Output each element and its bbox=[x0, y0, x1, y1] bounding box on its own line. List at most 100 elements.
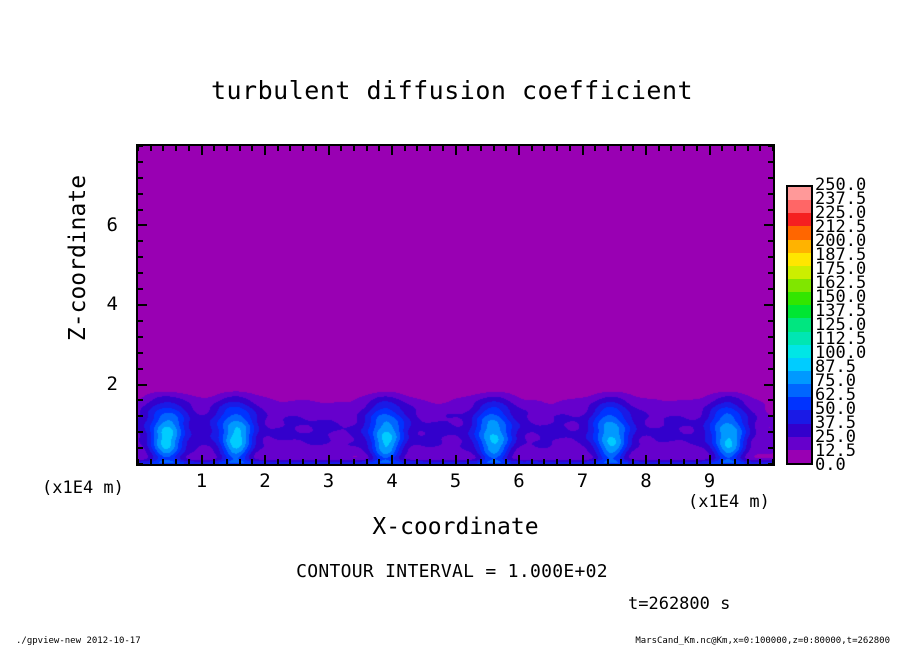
colorbar-tick-label: 162.5 bbox=[815, 273, 867, 293]
x-tick bbox=[670, 459, 672, 464]
y-tick-right bbox=[768, 336, 773, 338]
x-tick bbox=[543, 459, 545, 464]
y-tick-right bbox=[764, 384, 773, 386]
x-tick-top bbox=[277, 146, 279, 151]
x-tick-top bbox=[226, 146, 228, 151]
x-tick-label: 2 bbox=[259, 470, 271, 492]
y-tick-right bbox=[768, 399, 773, 401]
x-tick bbox=[518, 455, 520, 464]
y-tick bbox=[138, 368, 143, 370]
x-tick bbox=[188, 459, 190, 464]
colorbar-band bbox=[788, 397, 811, 411]
x-tick bbox=[315, 459, 317, 464]
x-tick bbox=[505, 459, 507, 464]
x-tick-top bbox=[467, 146, 469, 151]
x-tick-label: 7 bbox=[576, 470, 589, 492]
x-tick-top bbox=[493, 146, 495, 151]
x-tick bbox=[302, 459, 304, 464]
colorbar-band bbox=[788, 292, 811, 306]
x-tick-top bbox=[391, 146, 393, 155]
x-tick bbox=[175, 459, 177, 464]
y-tick-right bbox=[768, 161, 773, 163]
y-tick bbox=[138, 161, 143, 163]
y-tick-label: 6 bbox=[106, 213, 118, 236]
y-tick bbox=[138, 209, 143, 211]
x-tick-label: 9 bbox=[703, 470, 716, 492]
x-tick bbox=[582, 455, 584, 464]
x-tick bbox=[683, 459, 685, 464]
contour-interval-caption: CONTOUR INTERVAL = 1.000E+02 bbox=[296, 561, 608, 582]
x-tick-top bbox=[734, 146, 736, 151]
x-tick bbox=[620, 459, 622, 464]
x-tick-top bbox=[518, 146, 520, 155]
colorbar-tick-label: 187.5 bbox=[815, 245, 867, 265]
x-tick-top bbox=[378, 146, 380, 151]
colorbar-tick-labels: 250.0 237.5 225.0 212.5 200.0 187.5 175.0 162.5… bbox=[815, 175, 895, 474]
y-axis-unit-label: (x1E4 m) bbox=[42, 478, 124, 498]
x-tick-top bbox=[150, 146, 152, 151]
x-tick bbox=[759, 459, 761, 464]
scalar-field-heatmap bbox=[138, 146, 773, 464]
y-tick-right bbox=[768, 447, 773, 449]
colorbar-band bbox=[788, 279, 811, 293]
x-tick bbox=[378, 459, 380, 464]
x-tick-top bbox=[353, 146, 355, 151]
x-tick-top bbox=[162, 146, 164, 151]
y-tick bbox=[138, 288, 143, 290]
y-tick-right bbox=[768, 352, 773, 354]
colorbar-band bbox=[788, 331, 811, 345]
plot-area bbox=[136, 144, 775, 466]
x-tick-top bbox=[264, 146, 266, 155]
x-tick bbox=[137, 459, 139, 464]
colorbar bbox=[786, 185, 813, 465]
y-tick bbox=[138, 415, 143, 417]
x-tick-top bbox=[594, 146, 596, 151]
x-tick bbox=[772, 459, 774, 464]
colorbar-band bbox=[788, 239, 811, 253]
colorbar-tick-label: 37.5 bbox=[815, 413, 856, 433]
y-tick bbox=[138, 256, 143, 258]
y-tick bbox=[138, 431, 143, 433]
x-tick-top bbox=[302, 146, 304, 151]
colorbar-band bbox=[788, 226, 811, 240]
colorbar-tick-label: 250.0 bbox=[815, 175, 867, 195]
x-tick-top bbox=[721, 146, 723, 151]
x-tick-top bbox=[632, 146, 634, 151]
colorbar-band bbox=[788, 384, 811, 398]
x-tick bbox=[391, 455, 393, 464]
x-tick-top bbox=[505, 146, 507, 151]
x-tick-top bbox=[569, 146, 571, 151]
y-tick bbox=[138, 177, 143, 179]
colorbar-tick-label: 237.5 bbox=[815, 189, 867, 209]
x-tick bbox=[277, 459, 279, 464]
colorbar-tick-label: 125.0 bbox=[815, 315, 867, 335]
y-tick-right bbox=[768, 463, 773, 465]
x-tick bbox=[264, 455, 266, 464]
x-tick bbox=[404, 459, 406, 464]
y-tick-right bbox=[768, 368, 773, 370]
colorbar-tick-label: 25.0 bbox=[815, 427, 856, 447]
colorbar-tick-label: 137.5 bbox=[815, 301, 867, 321]
x-tick-top bbox=[582, 146, 584, 155]
x-tick bbox=[442, 459, 444, 464]
colorbar-tick-label: 75.0 bbox=[815, 371, 856, 391]
x-axis-unit-label: (x1E4 m) bbox=[688, 492, 770, 512]
y-tick bbox=[138, 447, 143, 449]
x-tick-top bbox=[480, 146, 482, 151]
colorbar-tick-label: 100.0 bbox=[815, 343, 867, 363]
y-tick bbox=[138, 272, 143, 274]
y-tick bbox=[138, 320, 143, 322]
x-tick bbox=[480, 459, 482, 464]
y-tick-right bbox=[768, 431, 773, 433]
colorbar-tick-label: 50.0 bbox=[815, 399, 856, 419]
colorbar-tick-label: 175.0 bbox=[815, 259, 867, 279]
x-tick bbox=[162, 459, 164, 464]
x-tick-label: 4 bbox=[386, 470, 398, 492]
x-tick bbox=[721, 459, 723, 464]
x-tick bbox=[429, 459, 431, 464]
x-tick bbox=[328, 455, 330, 464]
x-tick-label: 6 bbox=[513, 470, 525, 492]
footer-dataset-info: MarsCand_Km.nc@Km,x=0:100000,z=0:80000,t… bbox=[635, 636, 890, 646]
y-tick-right bbox=[768, 145, 773, 147]
x-tick-top bbox=[759, 146, 761, 151]
